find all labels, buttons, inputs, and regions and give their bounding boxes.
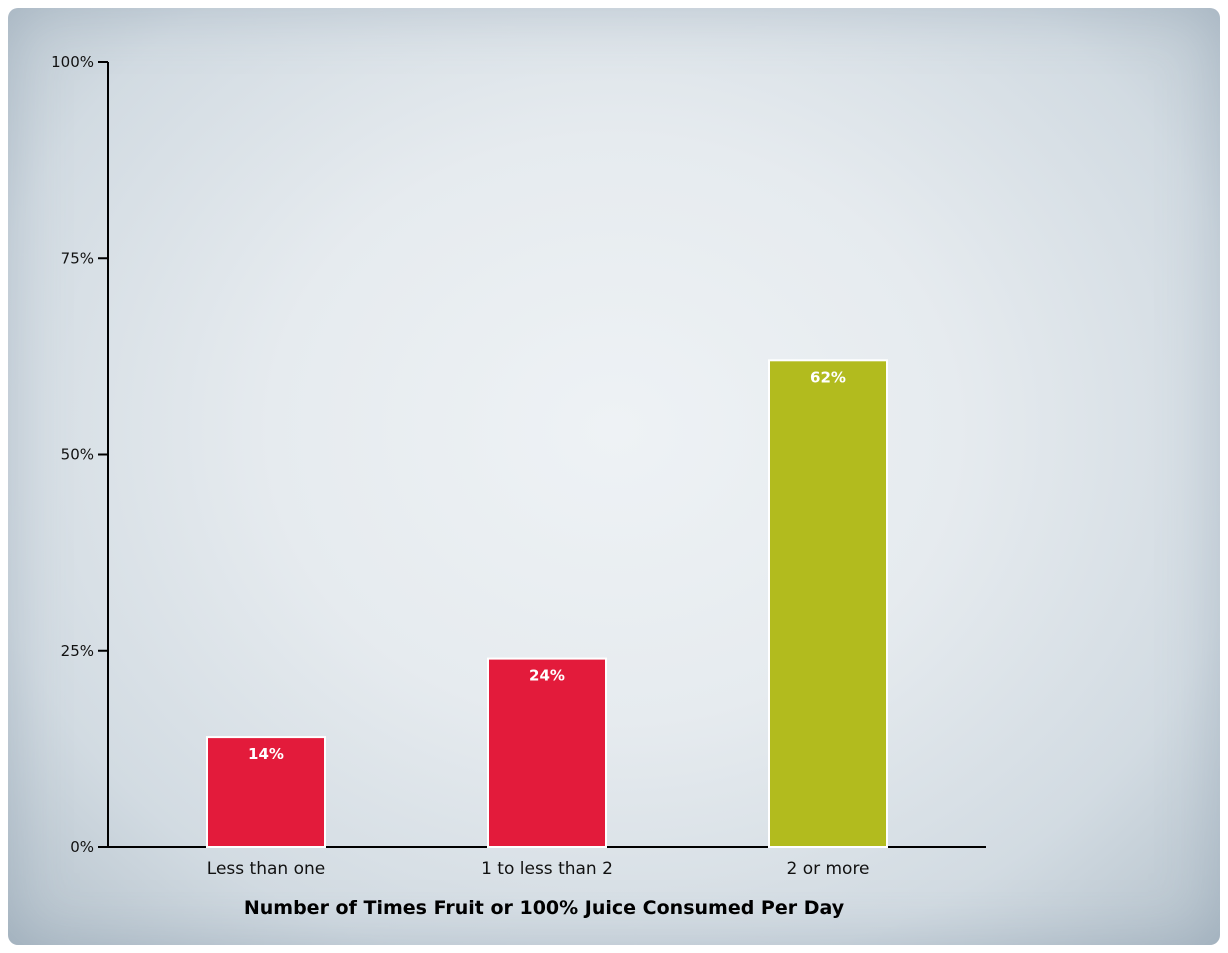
y-tick-label: 100% xyxy=(51,53,94,71)
bars: 14% 24% 62% xyxy=(206,359,888,848)
bar-value-label: 62% xyxy=(810,368,846,386)
bar xyxy=(206,736,326,848)
bar-value-label: 14% xyxy=(248,745,284,763)
x-category-label: Less than one xyxy=(207,859,325,879)
bar xyxy=(487,657,607,848)
y-tick-label: 50% xyxy=(61,446,94,464)
bar-value-label: 24% xyxy=(529,667,565,685)
y-tick-label: 75% xyxy=(61,249,94,267)
y-tick-label: 25% xyxy=(61,642,94,660)
y-tick-label: 0% xyxy=(70,838,94,856)
bar xyxy=(768,359,888,848)
y-axis-ticks: 0% 25% 50% 75% 100% xyxy=(51,53,108,856)
x-axis-title: Number of Times Fruit or 100% Juice Cons… xyxy=(244,897,845,919)
x-category-label: 2 or more xyxy=(786,859,869,879)
x-category-label: 1 to less than 2 xyxy=(481,859,613,879)
x-axis-categories: Less than one 1 to less than 2 2 or more xyxy=(207,859,870,879)
chart-panel: 0% 25% 50% 75% 100% 14% 24% 62% Less than one 1… xyxy=(8,8,1220,945)
bar-chart: 0% 25% 50% 75% 100% 14% 24% 62% Less than one 1… xyxy=(51,53,986,919)
